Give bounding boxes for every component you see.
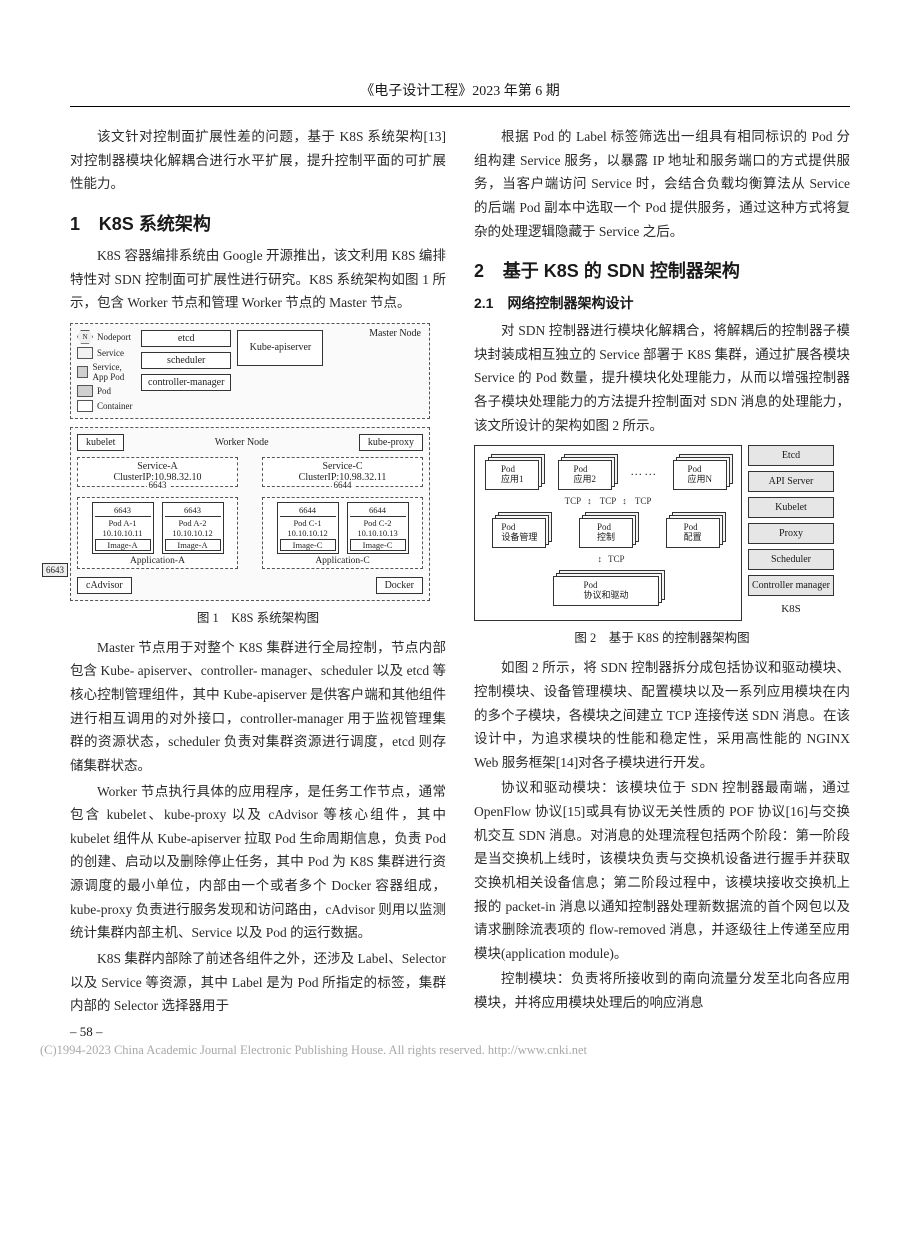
fig2-app2: Pod应用2: [558, 454, 616, 488]
fig2-config: Pod配置: [666, 512, 724, 546]
fig1-pod-c1: 6644 Pod C-1 10.10.10.12 Image-C: [277, 502, 339, 554]
fig1-pod-c2: 6644 Pod C-2 10.10.10.13 Image-C: [347, 502, 409, 554]
fig2-apiserver: API Server: [748, 471, 834, 492]
section-1-number: 1: [70, 214, 99, 235]
page-number: – 58 –: [70, 1024, 446, 1040]
fig1-kubeproxy: kube-proxy: [359, 434, 423, 451]
para-left-4: K8S 集群内部除了前述各组件之外，还涉及 Label、Selector 以及 …: [70, 947, 446, 1018]
para-right-1: 对 SDN 控制器进行模块化解耦合，将解耦后的控制器子模块封装成相互独立的 Se…: [474, 319, 850, 437]
watermark-link[interactable]: http://www.cnki.net: [488, 1043, 587, 1057]
figure-1-caption: 图 1 K8S 系统架构图: [70, 607, 446, 626]
fig1-service-c: Service-C ClusterIP:10.98.32.11 6644: [262, 457, 423, 487]
fig2-cm: Controller manager: [748, 575, 834, 596]
para-intro: 该文针对控制面扩展性差的问题，基于 K8S 系统架构[13]对控制器模块化解耦合…: [70, 125, 446, 196]
fig1-master-label: Master Node: [369, 328, 421, 339]
section-2-title: 基于 K8S 的 SDN 控制器架构: [503, 261, 740, 281]
fig1-app-c: 6644 Pod C-1 10.10.10.12 Image-C 6644 Po…: [262, 497, 423, 569]
fig1-worker-node: kubelet Worker Node kube-proxy Service-A…: [70, 427, 430, 601]
fig2-tcp-row1: TCP↕ TCP↕ TCP: [483, 496, 733, 506]
fig2-main: Pod应用1 Pod应用2 …… Pod应用N: [474, 445, 742, 621]
para-left-2: Master 节点用于对整个 K8S 集群进行全局控制，节点内部包含 Kube-…: [70, 636, 446, 778]
section-1-heading: 1K8S 系统架构: [70, 210, 446, 236]
fig1-scheduler: scheduler: [141, 352, 231, 369]
fig2-dots: ……: [630, 464, 658, 479]
fig2-app1: Pod应用1: [485, 454, 543, 488]
figure-2-caption: 图 2 基于 K8S 的控制器架构图: [474, 627, 850, 646]
section-2-heading: 2基于 K8S 的 SDN 控制器架构: [474, 257, 850, 283]
fig1-pod-a2: 6643 Pod A-2 10.10.10.12 Image-A: [162, 502, 224, 554]
fig1-service-a: Service-A ClusterIP:10.98.32.10 6643: [77, 457, 238, 487]
para-left-3: Worker 节点执行具体的应用程序，是任务工作节点，通常包含 kubelet、…: [70, 780, 446, 945]
watermark-text: (C)1994-2023 China Academic Journal Elec…: [40, 1043, 488, 1057]
fig1-legend: NNodeport Service Service, App Pod Pod C…: [77, 330, 135, 412]
fig2-etcd: Etcd: [748, 445, 834, 466]
section-1-title: K8S 系统架构: [99, 214, 211, 234]
fig1-app-a: 6643 Pod A-1 10.10.10.11 Image-A 6643 Po…: [77, 497, 238, 569]
fig2-scheduler: Scheduler: [748, 549, 834, 570]
fig1-pod-a1: 6643 Pod A-1 10.10.10.11 Image-A: [92, 502, 154, 554]
hex-icon: N: [77, 330, 93, 344]
fig2-k8s-label: K8S: [748, 603, 834, 615]
fig2-devmgr: Pod设备管理: [492, 512, 550, 546]
fig2-proxy: Proxy: [748, 523, 834, 544]
left-column: 该文针对控制面扩展性差的问题，基于 K8S 系统架构[13]对控制器模块化解耦合…: [70, 125, 446, 1040]
fig1-leftport: 6643: [42, 563, 68, 577]
fig2-tcp-row2: ↕TCP: [483, 554, 733, 564]
para-right-4: 控制模块：负责将所接收到的南向流量分发至北向各应用模块，并将应用模块处理后的响应…: [474, 967, 850, 1014]
section-2-1-heading: 2.1 网络控制器架构设计: [474, 293, 850, 313]
section-2-number: 2: [474, 261, 503, 282]
service-icon: [77, 347, 93, 359]
pod-icon2: [77, 385, 93, 397]
fig1-worker-label: Worker Node: [215, 437, 269, 448]
right-column: 根据 Pod 的 Label 标签筛选出一组具有相同标识的 Pod 分组构建 S…: [474, 125, 850, 1040]
fig2-side: Etcd API Server Kubelet Proxy Scheduler …: [748, 445, 834, 621]
fig1-cadvisor: cAdvisor: [77, 577, 132, 594]
journal-header: 《电子设计工程》2023 年第 6 期: [70, 80, 850, 100]
figure-2: Pod应用1 Pod应用2 …… Pod应用N: [474, 445, 850, 621]
para-right-3: 协议和驱动模块：该模块位于 SDN 控制器最南端，通过 OpenFlow 协议[…: [474, 776, 850, 965]
figure-1: 6643 Master Node NNodeport Service Servi…: [70, 323, 446, 601]
fig1-docker: Docker: [376, 577, 423, 594]
fig2-appN: Pod应用N: [673, 454, 731, 488]
fig1-etcd: etcd: [141, 330, 231, 347]
fig2-control: Pod控制: [579, 512, 637, 546]
fig1-apiserver: Kube-apiserver: [237, 330, 323, 366]
fig2-kubelet: Kubelet: [748, 497, 834, 518]
footer-watermark: (C)1994-2023 China Academic Journal Elec…: [40, 1043, 587, 1058]
para-left-1: K8S 容器编排系统由 Google 开源推出，该文利用 K8S 编排特性对 S…: [70, 244, 446, 315]
container-icon: [77, 400, 93, 412]
fig1-controller-manager: controller-manager: [141, 374, 231, 391]
pod-icon: [77, 366, 88, 378]
header-rule: [70, 106, 850, 107]
fig2-proto: Pod协议和驱动: [553, 570, 663, 604]
fig1-master-node: Master Node NNodeport Service Service, A…: [70, 323, 430, 419]
para-right-0: 根据 Pod 的 Label 标签筛选出一组具有相同标识的 Pod 分组构建 S…: [474, 125, 850, 243]
para-right-2: 如图 2 所示，将 SDN 控制器拆分成包括协议和驱动模块、控制模块、设备管理模…: [474, 656, 850, 774]
fig1-kubelet: kubelet: [77, 434, 124, 451]
